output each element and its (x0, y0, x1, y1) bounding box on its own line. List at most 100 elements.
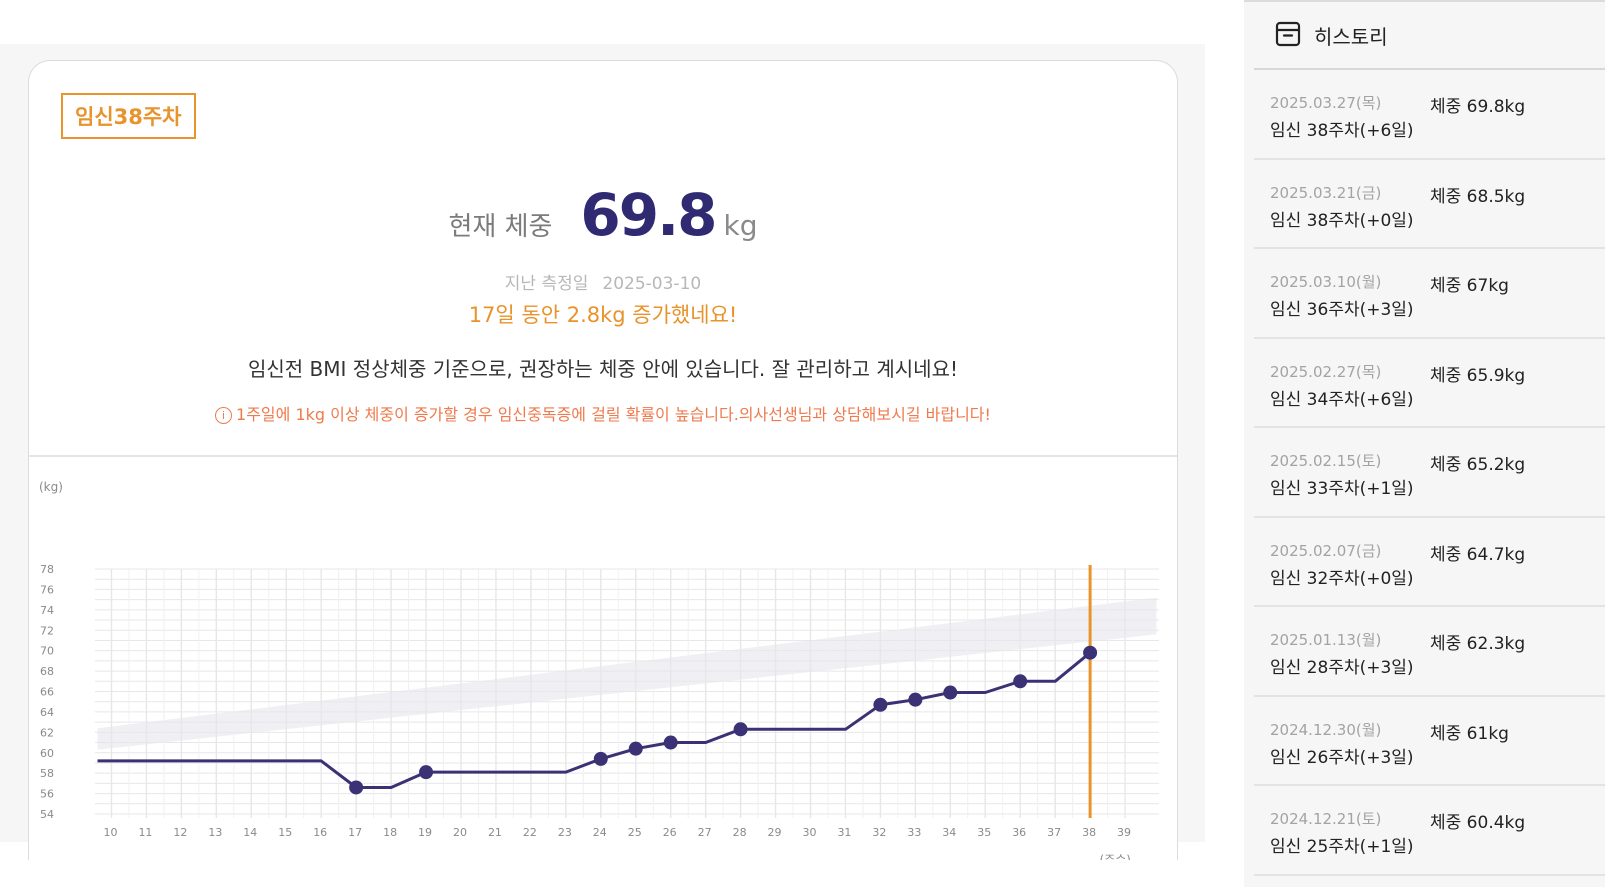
history-date: 2025.02.15(토) (1270, 452, 1382, 470)
y-axis-label: (kg) (39, 480, 63, 494)
y-tick-label: 78 (40, 563, 54, 576)
archive-box-icon (1275, 21, 1301, 47)
history-header: 히스토리 (1254, 2, 1605, 70)
history-week: 임신 34주차(+6일) (1270, 389, 1414, 410)
history-weight: 체중 60.4kg (1430, 813, 1526, 833)
history-week: 임신 36주차(+3일) (1270, 300, 1414, 320)
history-weight: 체중 65.9kg (1430, 365, 1526, 386)
history-weight: 체중 65.2kg (1430, 455, 1526, 475)
history-week: 임신 25주차(+1일) (1270, 837, 1414, 857)
history-title: 히스토리 (1314, 25, 1388, 49)
history-panel: 히스토리 2025.03.27(목) 임신 38주차(+6일) 체중 69.8kg 2… (1244, 0, 1605, 887)
y-tick-label: 64 (40, 706, 54, 719)
history-item[interactable]: 2025.03.27(목) 임신 38주차(+6일) 체중 69.8kg (1254, 70, 1605, 160)
history-date: 2025.03.10(월) (1270, 273, 1382, 291)
x-tick-label: 33 (907, 826, 921, 839)
y-tick-label: 62 (40, 726, 54, 739)
x-tick-label: 23 (558, 826, 572, 839)
weight-summary-card: 임신38주차 현재 체중 69.8 kg 지난 측정일 2025-03-10 17일 … (28, 60, 1178, 860)
y-tick-label: 58 (40, 767, 54, 780)
history-item[interactable]: 2025.02.07(금) 임신 32주차(+0일) 체중 64.7kg (1254, 517, 1605, 607)
warning-message: 1주일에 1kg 이상 체중이 증가할 경우 임신중독증에 걸릴 확률이 높습니… (236, 405, 991, 424)
x-tick-label: 39 (1117, 826, 1131, 839)
x-tick-label: 14 (243, 826, 257, 839)
x-tick-label: 19 (418, 826, 432, 839)
weight-point (733, 722, 748, 737)
pregnancy-week-badge: 임신38주차 (61, 93, 196, 139)
history-date: 2025.02.27(목) (1270, 362, 1382, 381)
history-item[interactable]: 2025.02.27(목) 임신 34주차(+6일) 체중 65.9kg (1254, 338, 1605, 428)
divider (29, 455, 1177, 457)
x-tick-label: 32 (872, 826, 886, 839)
history-weight: 체중 68.5kg (1430, 186, 1526, 207)
x-tick-label: 27 (698, 826, 712, 839)
x-tick-label: 20 (453, 826, 467, 839)
x-tick-label: 12 (173, 826, 187, 839)
y-tick-label: 68 (40, 665, 54, 678)
current-weight-row: 현재 체중 69.8 kg (29, 181, 1177, 249)
history-item[interactable]: 2025.03.10(월) 임신 36주차(+3일) 체중 67kg (1254, 249, 1605, 339)
x-tick-label: 16 (313, 826, 327, 839)
y-tick-label: 76 (40, 583, 54, 596)
warning-message-row: i 1주일에 1kg 이상 체중이 증가할 경우 임신중독증에 걸릴 확률이 높습… (29, 401, 1177, 425)
history-week: 임신 28주차(+3일) (1270, 658, 1414, 678)
x-tick-label: 15 (278, 826, 292, 839)
weight-panel: 임신38주차 현재 체중 69.8 kg 지난 측정일 2025-03-10 17일 … (0, 44, 1205, 860)
history-date: 2025.03.21(금) (1270, 183, 1382, 202)
history-week: 임신 33주차(+1일) (1270, 479, 1414, 499)
history-item[interactable]: 2024.12.30(월) 임신 26주차(+3일) 체중 61kg (1254, 696, 1605, 786)
y-tick-label: 60 (40, 747, 54, 760)
history-date: 2025.03.27(목) (1270, 94, 1382, 112)
x-tick-label: 13 (208, 826, 222, 839)
last-measure-label: 지난 측정일 (504, 274, 589, 294)
history-weight: 체중 69.8kg (1430, 97, 1526, 117)
weight-point (419, 765, 434, 780)
x-tick-label: 11 (138, 826, 152, 839)
weight-point (943, 685, 958, 700)
y-tick-label: 56 (40, 788, 54, 801)
y-tick-label: 72 (40, 624, 54, 637)
history-weight: 체중 62.3kg (1430, 634, 1526, 654)
weight-gain-message: 17일 동안 2.8kg 증가했네요! (468, 303, 738, 327)
current-weight-label: 현재 체중 (448, 212, 553, 242)
history-week: 임신 32주차(+0일) (1270, 568, 1414, 589)
weight-point (1013, 674, 1028, 689)
weight-point (593, 751, 608, 766)
history-date: 2024.12.30(월) (1270, 720, 1382, 739)
x-tick-label: 28 (733, 826, 747, 839)
weight-point (628, 741, 643, 756)
history-item[interactable]: 2024.12.21(토) 임신 25주차(+1일) 체중 60.4kg (1254, 786, 1605, 876)
x-tick-label: 38 (1082, 826, 1096, 839)
y-tick-label: 70 (40, 645, 54, 658)
history-item[interactable]: 2025.02.15(토) 임신 33주차(+1일) 체중 65.2kg (1254, 428, 1605, 518)
x-tick-label: 30 (803, 826, 817, 839)
history-item[interactable]: 2025.01.13(월) 임신 28주차(+3일) 체중 62.3kg (1254, 607, 1605, 697)
history-date: 2025.01.13(월) (1270, 631, 1382, 649)
x-tick-label: 21 (488, 826, 502, 839)
history-date: 2025.02.07(금) (1270, 541, 1382, 560)
current-weight-value: 69.8 (580, 181, 717, 249)
x-tick-label: 31 (837, 826, 851, 839)
x-tick-label: 25 (628, 826, 642, 839)
x-tick-label: 26 (663, 826, 677, 839)
history-weight: 체중 64.7kg (1430, 544, 1526, 565)
x-tick-label: 34 (942, 826, 956, 839)
history-item[interactable]: 2025.03.21(금) 임신 38주차(+0일) 체중 68.5kg (1254, 159, 1605, 249)
history-list: 2025.03.27(목) 임신 38주차(+6일) 체중 69.8kg 2025.0… (1254, 70, 1605, 876)
weight-point (663, 735, 678, 750)
weight-point (1083, 645, 1098, 660)
x-tick-label: 18 (383, 826, 397, 839)
info-icon: i (215, 407, 233, 424)
y-tick-label: 54 (40, 808, 54, 821)
current-weight-unit: kg (723, 209, 758, 242)
bmi-status-message: 임신전 BMI 정상체중 기준으로, 권장하는 체중 안에 있습니다. 잘 관리… (248, 357, 958, 381)
y-tick-label: 66 (40, 686, 54, 699)
weight-chart: (kg) 54 56 58 60 62 64 66 68 70 72 74 76 78 10 11 12 13 14… (39, 480, 1159, 860)
x-tick-label: 35 (977, 826, 991, 839)
x-tick-label: 37 (1047, 826, 1061, 839)
history-date: 2024.12.21(토) (1270, 810, 1382, 828)
last-measure-date: 2025-03-10 (602, 274, 702, 294)
history-week: 임신 38주차(+6일) (1270, 121, 1414, 141)
weight-point (873, 697, 888, 712)
weight-point (349, 780, 364, 795)
